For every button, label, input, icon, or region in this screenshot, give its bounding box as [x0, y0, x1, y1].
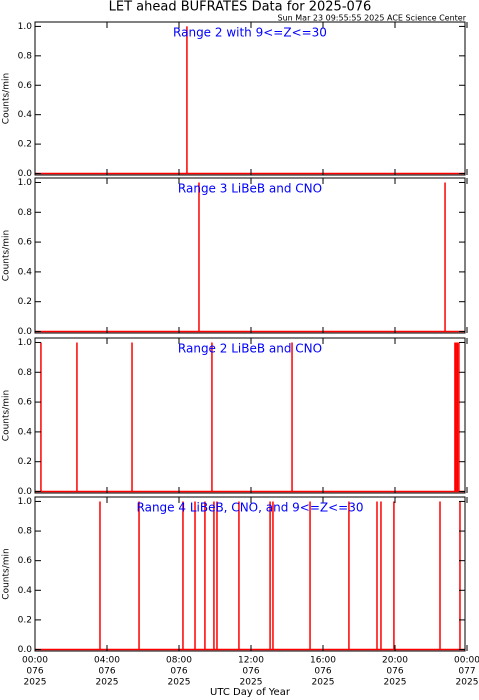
- x-tick-label: 16:00: [310, 656, 336, 666]
- x-tick-label: 076: [314, 667, 331, 677]
- x-tick-label: 076: [26, 667, 43, 677]
- y-tick-label: 0.6: [18, 81, 33, 91]
- chart-title: LET ahead BUFRATES Data for 2025-076: [109, 0, 372, 15]
- y-tick-label: 0.0: [18, 487, 33, 497]
- x-tick-label: 20:00: [382, 656, 408, 666]
- y-tick-label: 0.0: [18, 645, 33, 655]
- y-axis-label: Counts/min: [2, 73, 12, 124]
- y-tick-label: 0.6: [18, 238, 33, 248]
- y-tick-label: 0.8: [18, 368, 33, 378]
- panel-frame: [34, 337, 466, 494]
- y-tick-label: 0.0: [18, 327, 33, 337]
- x-tick-label: 2025: [240, 678, 263, 688]
- y-axis-label: Counts/min: [2, 230, 12, 281]
- x-tick-label: 076: [386, 667, 403, 677]
- chart-subtitle: Sun Mar 23 09:55:55 2025 ACE Science Cen…: [278, 14, 467, 23]
- x-tick-label: 2025: [24, 678, 47, 688]
- x-tick-label: 076: [170, 667, 187, 677]
- y-tick-label: 0.2: [18, 615, 32, 625]
- x-tick-label: 08:00: [166, 656, 192, 666]
- x-tick-label: 12:00: [238, 656, 264, 666]
- x-tick-label: 2025: [168, 678, 191, 688]
- y-tick-label: 1.0: [18, 497, 33, 507]
- x-tick-label: 2025: [384, 678, 407, 688]
- y-tick-label: 1.0: [18, 22, 33, 32]
- y-axis-label: Counts/min: [2, 390, 12, 441]
- y-tick-label: 1.0: [18, 338, 33, 348]
- x-tick-label: 076: [98, 667, 115, 677]
- x-tick-label: 2025: [312, 678, 335, 688]
- panel-title: Range 4 LiBeB, CNO, and 9<=Z<=30: [137, 501, 364, 515]
- panel-title: Range 2 with 9<=Z<=30: [173, 26, 327, 40]
- y-tick-label: 0.8: [18, 208, 33, 218]
- y-axis-label: Counts/min: [2, 548, 12, 599]
- y-tick-label: 0.2: [18, 457, 32, 467]
- x-tick-label: 04:00: [94, 656, 120, 666]
- panel-title: Range 3 LiBeB and CNO: [178, 182, 322, 196]
- y-tick-label: 0.6: [18, 556, 33, 566]
- x-tick-label: 00:00: [454, 656, 479, 666]
- y-tick-label: 0.4: [18, 586, 33, 596]
- y-tick-label: 0.2: [18, 140, 32, 150]
- y-tick-label: 0.0: [18, 169, 33, 179]
- y-tick-label: 1.0: [18, 178, 33, 188]
- y-tick-label: 0.8: [18, 527, 33, 537]
- y-tick-label: 0.4: [18, 267, 33, 277]
- y-tick-label: 0.4: [18, 427, 33, 437]
- x-tick-label: 2025: [96, 678, 119, 688]
- x-tick-label: 2025: [456, 678, 479, 688]
- y-tick-label: 0.8: [18, 51, 33, 61]
- y-tick-label: 0.2: [18, 297, 32, 307]
- panel-frame: [34, 496, 466, 652]
- panel-frame: [34, 21, 466, 176]
- y-tick-label: 0.4: [18, 110, 33, 120]
- x-tick-label: 077: [458, 667, 475, 677]
- x-tick-label: 076: [242, 667, 259, 677]
- y-tick-label: 0.6: [18, 398, 33, 408]
- panel-title: Range 2 LiBeB and CNO: [178, 342, 322, 356]
- x-tick-label: 00:00: [22, 656, 48, 666]
- panel-frame: [34, 177, 466, 334]
- x-axis-label: UTC Day of Year: [210, 687, 291, 698]
